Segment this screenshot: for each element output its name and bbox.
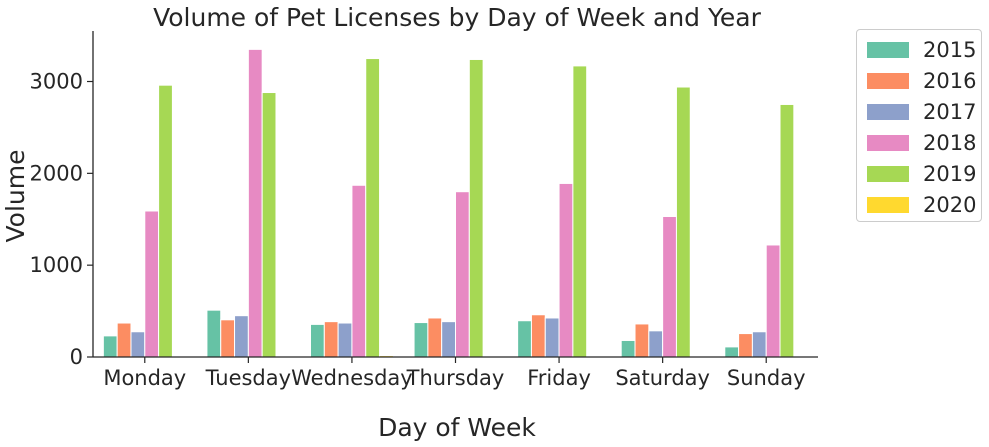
legend-swatch xyxy=(867,197,909,213)
legend-item-2017: 2017 xyxy=(867,100,976,124)
bar-2017-monday xyxy=(130,331,146,358)
bar-2018-sunday xyxy=(765,244,781,358)
legend-swatch xyxy=(867,135,909,151)
bar-2015-sunday xyxy=(724,346,740,358)
bar-2018-wednesday xyxy=(351,184,367,358)
bar-2019-saturday xyxy=(675,86,691,358)
legend-label: 2019 xyxy=(923,162,977,186)
bar-2015-saturday xyxy=(620,339,636,358)
bar-2019-monday xyxy=(158,84,173,358)
legend-item-2019: 2019 xyxy=(867,162,976,186)
bar-2015-tuesday xyxy=(206,309,222,358)
bar-2016-monday xyxy=(116,322,132,358)
legend-swatch xyxy=(867,104,909,120)
bar-2015-wednesday xyxy=(310,323,325,358)
legend-label: 2017 xyxy=(923,100,977,124)
x-tick-label: Wednesday xyxy=(291,366,413,390)
bar-2019-wednesday xyxy=(365,58,381,358)
bar-2017-sunday xyxy=(751,331,767,358)
bar-2015-thursday xyxy=(413,322,429,358)
bar-2015-friday xyxy=(517,320,532,358)
legend: 2015 2016 2017 2018 2019 2020 xyxy=(856,29,982,222)
bar-2017-friday xyxy=(544,317,560,358)
bar-2016-friday xyxy=(530,314,546,358)
bar-2016-saturday xyxy=(634,323,650,358)
legend-item-2016: 2016 xyxy=(867,69,976,93)
legend-swatch xyxy=(867,73,909,89)
bar-2019-friday xyxy=(572,65,588,358)
x-tick-label: Friday xyxy=(527,366,591,390)
bar-2018-monday xyxy=(144,210,160,358)
legend-swatch xyxy=(867,42,909,58)
y-tick-label: 1000 xyxy=(30,253,83,277)
bar-2017-wednesday xyxy=(337,322,353,358)
legend-label: 2015 xyxy=(923,38,977,62)
bar-2019-sunday xyxy=(779,103,795,358)
bar-2018-thursday xyxy=(455,191,470,358)
bar-2015-monday xyxy=(102,335,118,358)
bar-2017-tuesday xyxy=(234,315,249,358)
bar-2017-thursday xyxy=(441,321,457,358)
y-tick-label: 0 xyxy=(70,345,83,369)
x-tick-label: Saturday xyxy=(615,366,710,390)
x-tick-label: Sunday xyxy=(727,366,806,390)
legend-item-2015: 2015 xyxy=(867,38,976,62)
bar-2016-sunday xyxy=(738,333,753,358)
x-axis-label: Day of Week xyxy=(378,413,536,442)
y-tick-label: 2000 xyxy=(30,161,83,185)
bar-2019-thursday xyxy=(468,58,484,358)
bars-group xyxy=(102,48,795,358)
bar-2018-saturday xyxy=(662,216,677,358)
y-ticks: 0 1000 2000 3000 xyxy=(30,70,93,369)
y-tick-label: 3000 xyxy=(30,70,83,94)
legend-swatch xyxy=(867,166,909,182)
legend-label: 2020 xyxy=(923,193,977,217)
bar-2017-saturday xyxy=(648,330,664,358)
bar-2019-tuesday xyxy=(261,92,277,358)
bar-2018-tuesday xyxy=(247,48,263,358)
legend-label: 2016 xyxy=(923,69,977,93)
bar-2016-tuesday xyxy=(220,319,236,358)
bar-2016-thursday xyxy=(427,317,443,358)
y-axis-label: Volume xyxy=(1,150,30,243)
x-tick-label: Thursday xyxy=(406,366,505,390)
bar-2016-wednesday xyxy=(323,321,339,358)
legend-item-2018: 2018 xyxy=(867,131,976,155)
x-tick-label: Tuesday xyxy=(205,366,291,390)
legend-item-2020: 2020 xyxy=(867,193,976,217)
legend-label: 2018 xyxy=(923,131,977,155)
bar-2018-friday xyxy=(558,182,574,358)
chart-title: Volume of Pet Licenses by Day of Week an… xyxy=(153,3,762,32)
x-tick-label: Monday xyxy=(103,366,186,390)
